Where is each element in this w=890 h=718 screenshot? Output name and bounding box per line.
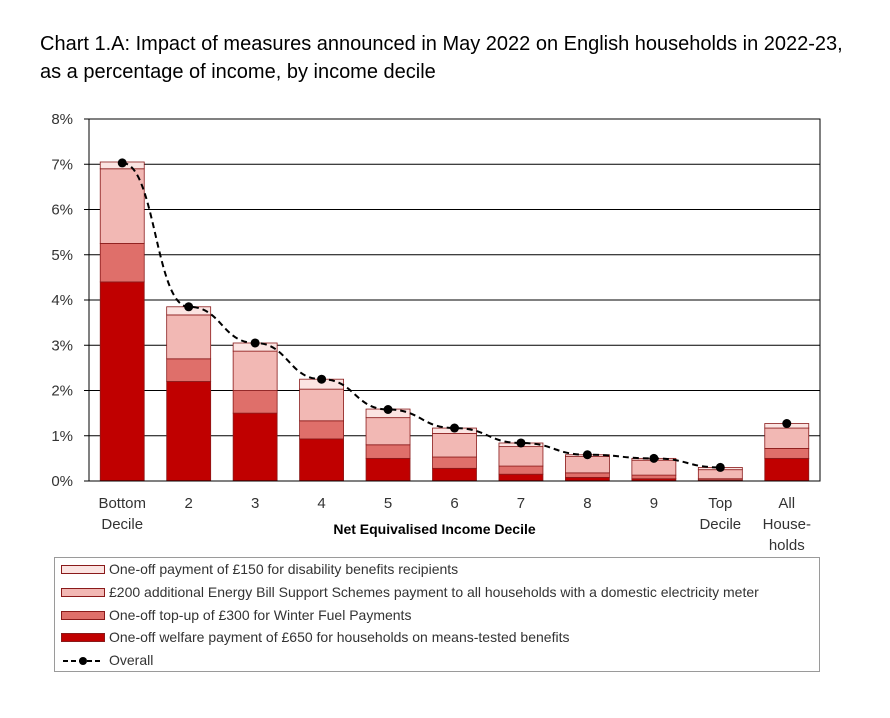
legend-item-overall: Overall	[61, 650, 153, 670]
legend-label-energy-bill: £200 additional Energy Bill Support Sche…	[109, 584, 759, 600]
bar-segment-welfare	[565, 476, 610, 482]
bar-segment-energy_bill	[299, 388, 344, 422]
overall-point	[582, 450, 592, 460]
x-category-label: All House-holds	[763, 495, 811, 554]
bar-segment-winter_fuel	[232, 390, 278, 414]
legend-label-overall: Overall	[109, 652, 154, 668]
overall-point	[383, 405, 393, 415]
legend-label-welfare: One-off welfare payment of £650 for hous…	[109, 629, 570, 645]
bar-segment-energy_bill	[166, 314, 212, 360]
bar-segment-winter_fuel	[299, 420, 344, 440]
bar-segment-winter_fuel	[166, 358, 212, 382]
y-tick-label: 1%	[51, 428, 73, 445]
overall-line	[117, 158, 792, 472]
legend-swatch-energy-bill	[61, 587, 105, 597]
overall-point	[184, 302, 194, 312]
legend-item-welfare: One-off welfare payment of £650 for hous…	[61, 627, 569, 647]
y-tick-label: 3%	[51, 337, 73, 354]
bar-segment-winter_fuel	[498, 465, 544, 475]
bar-segment-winter_fuel	[432, 456, 477, 469]
bars	[99, 161, 810, 482]
bar-segment-welfare	[365, 457, 411, 482]
y-tick-label: 4%	[51, 292, 73, 309]
bar-segment-winter_fuel	[764, 448, 810, 459]
legend-swatch-overall	[61, 654, 105, 666]
y-tick-label: 7%	[51, 156, 73, 173]
bar-segment-winter_fuel	[99, 243, 145, 283]
overall-point	[649, 453, 659, 463]
x-axis-label: Net Equivalised Income Decile	[333, 521, 536, 537]
x-category-label: 4	[317, 495, 325, 512]
bar-segment-welfare	[498, 473, 544, 482]
bar-segment-winter_fuel	[565, 472, 610, 478]
overall-point	[250, 338, 260, 348]
legend-label-disability: One-off payment of £150 for disability b…	[109, 561, 459, 577]
legend-swatch-disability	[61, 564, 105, 574]
bar-segment-energy_bill	[764, 427, 810, 449]
legend-label-winter-fuel: One-off top-up of £300 for Winter Fuel P…	[109, 607, 412, 623]
overall-point	[317, 374, 327, 384]
x-category-label: 5	[384, 495, 392, 512]
legend-item-winter-fuel: One-off top-up of £300 for Winter Fuel P…	[61, 605, 411, 625]
chart-title: Chart 1.A: Impact of measures announced …	[40, 33, 843, 83]
y-tick-label: 5%	[51, 247, 73, 264]
bar-segment-energy_bill	[365, 417, 411, 446]
bar-segment-winter_fuel	[365, 444, 411, 459]
bar-segment-welfare	[432, 467, 477, 482]
stacked-bar-chart: 0% 1% 2% 3% 4% 5% 6% 7% 8% Bottom Decile 2 3 4 5 6 7 8 9 T…	[51, 111, 821, 554]
y-axis-ticks: 0% 1% 2% 3% 4% 5% 6% 7% 8%	[51, 111, 73, 490]
overall-point	[117, 158, 127, 168]
x-category-label: Bottom Decile	[98, 495, 146, 533]
overall-dashed-line	[122, 161, 721, 469]
overall-point	[516, 438, 526, 448]
bar-segment-welfare	[764, 457, 810, 482]
bar-segment-welfare	[166, 381, 212, 482]
x-category-label: 6	[450, 495, 458, 512]
x-category-label: Top Decile	[699, 495, 741, 533]
y-tick-label: 2%	[51, 383, 73, 400]
y-tick-label: 8%	[51, 111, 73, 128]
bar-segment-energy_bill	[432, 433, 477, 458]
bar-segment-energy_bill	[99, 168, 145, 244]
overall-point	[715, 462, 725, 472]
plot-frame	[88, 118, 821, 482]
bar-segment-energy_bill	[498, 446, 544, 467]
bar-segment-winter_fuel	[631, 474, 677, 480]
bar-segment-energy_bill	[232, 350, 278, 391]
bar-segment-welfare	[232, 412, 278, 482]
x-axis-categories: Bottom Decile 2 3 4 5 6 7 8 9 Top Decile All House-ho…	[98, 495, 810, 554]
legend-swatch-welfare	[61, 632, 105, 642]
x-category-label: 7	[517, 495, 525, 512]
overall-point	[450, 423, 459, 433]
legend-item-disability: One-off payment of £150 for disability b…	[61, 559, 458, 579]
legend-swatch-winter-fuel	[61, 610, 105, 620]
overall-line-marker-icon	[63, 657, 103, 665]
y-tick-label: 6%	[51, 202, 73, 219]
legend-item-energy-bill: £200 additional Energy Bill Support Sche…	[61, 582, 759, 602]
x-category-label: 9	[650, 495, 658, 512]
legend: One-off payment of £150 for disability b…	[54, 557, 820, 672]
y-tick-label: 0%	[51, 473, 73, 490]
x-category-label: 8	[583, 495, 591, 512]
x-category-label: 3	[251, 495, 259, 512]
x-category-label: 2	[185, 495, 193, 512]
bar-segment-welfare	[299, 438, 344, 482]
bar-segment-welfare	[99, 281, 145, 482]
overall-point	[782, 419, 792, 429]
